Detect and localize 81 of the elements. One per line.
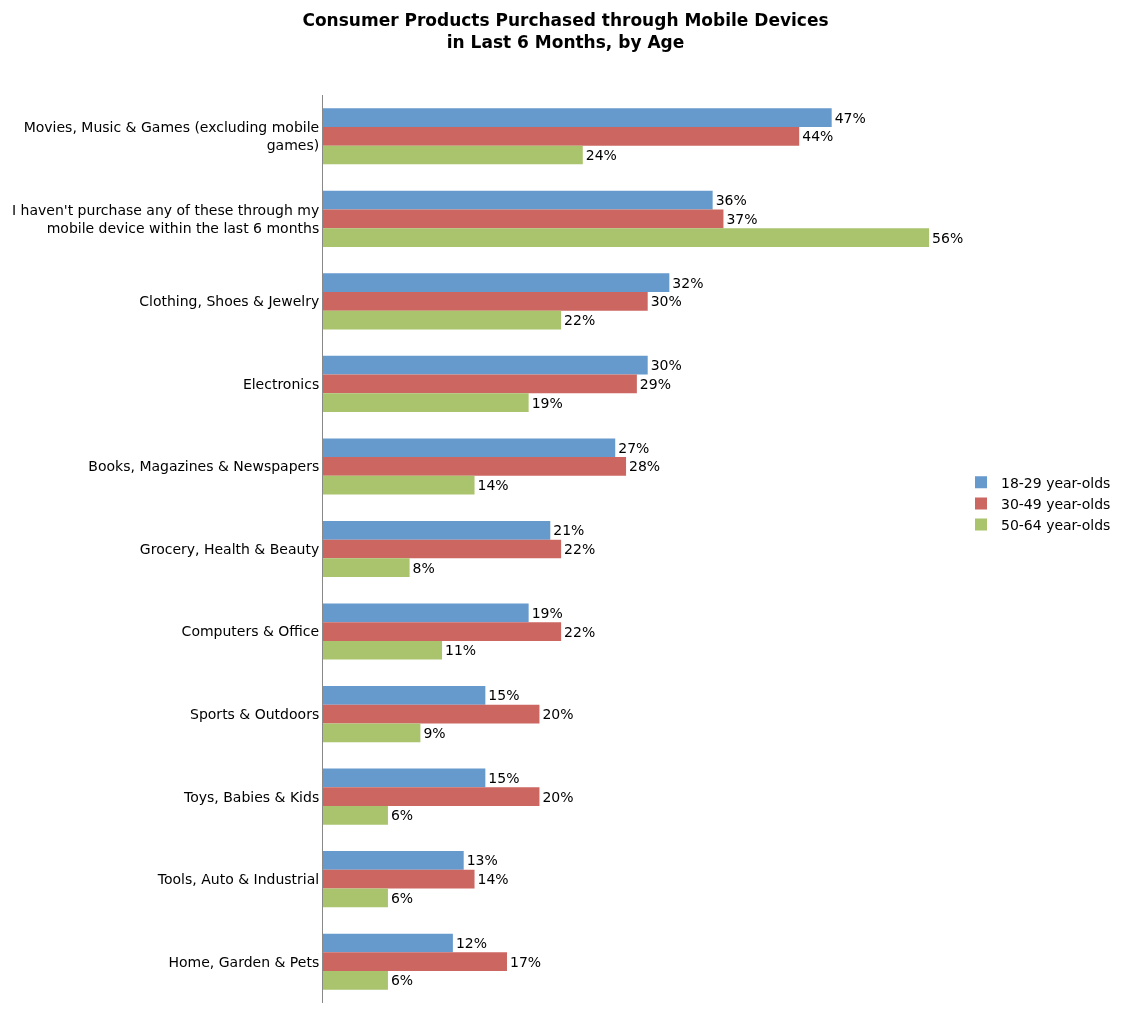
data-label: 11%: [445, 642, 477, 659]
y-tick-label: Electronics: [242, 375, 320, 392]
data-label: 6%: [390, 889, 414, 906]
data-label: 8%: [412, 559, 435, 576]
bar: [323, 888, 388, 908]
bar: [323, 310, 562, 330]
y-tick-label: I haven't purchase any of these through my mobile device within the last 6 months: [12, 201, 320, 236]
bar: [323, 273, 670, 293]
bar: [323, 457, 627, 476]
bar: [323, 393, 529, 412]
bar: [323, 869, 475, 889]
bar: [323, 558, 410, 578]
legend-label: 30-49 year-olds: [1001, 495, 1111, 512]
y-tick-label: Toys, Babies & Kids: [183, 788, 320, 805]
bar: [323, 768, 486, 788]
data-label: 14%: [477, 871, 509, 888]
data-label: 32%: [672, 274, 704, 291]
bar: [323, 933, 453, 953]
data-label: 30%: [650, 357, 682, 374]
data-label: 56%: [932, 229, 964, 246]
y-tick-label: Tools, Auto & Industrial: [156, 871, 320, 888]
bar: [323, 704, 540, 724]
bar: [323, 640, 443, 660]
bar: [323, 108, 832, 127]
bar: [323, 723, 421, 743]
bar: [323, 190, 713, 210]
legend-label: 50-64 year-olds: [1001, 517, 1111, 534]
y-tick-label: Grocery, Health & Beauty: [139, 540, 320, 557]
chart-title: Consumer Products Purchased through Mobile Devices in Last 6 Months, by Age: [302, 9, 829, 52]
bar: [323, 952, 507, 972]
data-label: 20%: [542, 788, 574, 805]
legend-label: 18-29 year-olds: [1001, 474, 1111, 491]
data-label: 9%: [423, 724, 446, 741]
data-label: 36%: [715, 192, 747, 209]
data-label: 22%: [564, 541, 596, 557]
bar: [323, 603, 529, 623]
bar: [323, 438, 616, 458]
data-label: 19%: [531, 604, 563, 621]
y-tick-label: Movies, Music & Games (excluding mobile games): [23, 119, 320, 154]
bar: [323, 851, 464, 870]
bar: [323, 475, 475, 495]
bar: [323, 209, 724, 229]
y-tick-label: Computers & Office: [181, 623, 320, 640]
bar: [323, 126, 800, 146]
data-label: 30%: [650, 293, 682, 310]
data-label: 28%: [629, 458, 661, 475]
data-label: 21%: [553, 522, 585, 539]
y-tick-label: Clothing, Shoes & Jewelry: [139, 293, 320, 310]
data-label: 12%: [455, 935, 488, 952]
data-label: 44%: [802, 128, 834, 145]
bar: [323, 355, 648, 375]
data-label: 22%: [564, 623, 596, 640]
bar: [323, 292, 648, 311]
y-tick-label: Home, Garden & Pets: [168, 953, 320, 970]
bar: [323, 805, 388, 825]
data-label: 22%: [564, 312, 596, 329]
bar: [323, 228, 930, 247]
bar: [323, 622, 562, 641]
y-tick-label: Sports & Outdoors: [190, 705, 320, 722]
bar: [323, 374, 637, 394]
data-label: 15%: [488, 687, 520, 704]
data-label: 24%: [585, 146, 617, 163]
bar: [323, 520, 551, 540]
data-label: 37%: [726, 210, 758, 227]
data-label: 27%: [618, 439, 650, 456]
bar: [323, 686, 486, 705]
bar: [323, 971, 388, 990]
data-label: 15%: [488, 769, 520, 786]
bar: [323, 539, 562, 559]
data-label: 20%: [542, 706, 574, 723]
y-tick-label: Books, Magazines & Newspapers: [88, 458, 320, 475]
data-label: 17%: [509, 953, 542, 970]
data-label: 29%: [639, 375, 671, 392]
data-label: 6%: [390, 972, 414, 989]
bar: [323, 145, 583, 165]
bar: [323, 787, 540, 806]
data-label: 14%: [477, 477, 509, 494]
data-label: 13%: [466, 852, 498, 869]
data-label: 6%: [390, 807, 414, 824]
data-label: 47%: [834, 109, 866, 126]
data-label: 19%: [531, 394, 563, 411]
